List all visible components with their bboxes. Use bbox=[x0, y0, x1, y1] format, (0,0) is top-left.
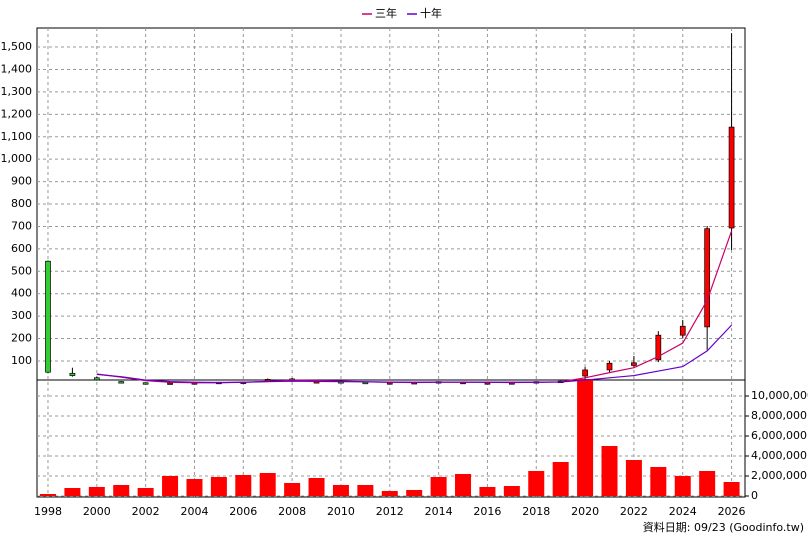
volume-bar bbox=[284, 483, 301, 496]
candle-body bbox=[484, 382, 491, 385]
volume-bar bbox=[503, 486, 520, 496]
x-tick-label: 2002 bbox=[132, 505, 160, 518]
x-tick-label: 2022 bbox=[620, 505, 648, 518]
volume-bar bbox=[381, 491, 398, 496]
volume-bar bbox=[210, 477, 227, 496]
x-tick-label: 2000 bbox=[83, 505, 111, 518]
volume-bar bbox=[577, 379, 594, 496]
y-tick-label: 200 bbox=[11, 332, 32, 345]
volume-bar bbox=[699, 471, 716, 496]
x-tick-label: 2016 bbox=[473, 505, 501, 518]
candle-body bbox=[582, 369, 588, 377]
x-tick-label: 2010 bbox=[327, 505, 355, 518]
volume-bar bbox=[430, 477, 447, 496]
x-tick-label: 2004 bbox=[180, 505, 208, 518]
candle-body bbox=[264, 379, 271, 382]
x-tick-label: 2014 bbox=[425, 505, 453, 518]
volume-bar bbox=[357, 485, 374, 496]
plot-frame bbox=[36, 27, 746, 498]
volume-bar bbox=[64, 488, 81, 496]
x-tick-label: 2026 bbox=[718, 505, 746, 518]
volume-bar bbox=[332, 485, 349, 496]
y2-tick-label: 10,000,000 bbox=[751, 389, 808, 402]
volume-bar bbox=[308, 478, 325, 496]
volume-bar bbox=[674, 476, 691, 496]
y-tick-label: 300 bbox=[11, 309, 32, 322]
candle-body bbox=[118, 381, 125, 384]
y2-tick-label: 6,000,000 bbox=[751, 429, 807, 442]
volume-bar bbox=[552, 462, 569, 496]
y-tick-label: 400 bbox=[11, 287, 32, 300]
volume-bar bbox=[235, 475, 252, 496]
volume-bar bbox=[723, 482, 740, 496]
volume-bar bbox=[39, 494, 56, 496]
candle-body bbox=[631, 362, 637, 366]
y2-tick-label: 8,000,000 bbox=[751, 409, 807, 422]
volume-bar bbox=[528, 471, 545, 496]
x-tick-label: 2006 bbox=[229, 505, 257, 518]
candle-body bbox=[704, 228, 711, 328]
y2-tick-label: 2,000,000 bbox=[751, 469, 807, 482]
y-tick-label: 500 bbox=[11, 264, 32, 277]
volume-bar bbox=[479, 487, 496, 496]
x-tick-label: 2018 bbox=[522, 505, 550, 518]
y-tick-label: 1,500 bbox=[1, 40, 33, 53]
x-tick-label: 1998 bbox=[34, 505, 62, 518]
candle-body bbox=[655, 334, 662, 361]
candle-body bbox=[69, 372, 76, 376]
y-tick-label: 1,400 bbox=[1, 62, 33, 75]
y-tick-label: 700 bbox=[11, 219, 32, 232]
legend-label: 三年 bbox=[375, 6, 397, 20]
candle-body bbox=[728, 126, 735, 229]
volume-bar bbox=[455, 474, 472, 496]
x-tick-label: 2020 bbox=[571, 505, 599, 518]
candle-body bbox=[679, 325, 686, 336]
candle-body bbox=[362, 381, 369, 385]
y-tick-label: 1,100 bbox=[1, 130, 33, 143]
y2-tick-label: 4,000,000 bbox=[751, 449, 807, 462]
y-tick-label: 600 bbox=[11, 242, 32, 255]
candle-body bbox=[606, 362, 613, 371]
x-tick-label: 2024 bbox=[669, 505, 697, 518]
volume-bar bbox=[601, 446, 618, 496]
x-tick-label: 2008 bbox=[278, 505, 306, 518]
x-tick-label: 2012 bbox=[376, 505, 404, 518]
footer: 資料日期: 09/23 (Goodinfo.tw) bbox=[643, 520, 804, 534]
volume-bar bbox=[186, 479, 203, 496]
volume-bar bbox=[162, 476, 179, 496]
y-tick-label: 1,000 bbox=[1, 152, 33, 165]
y-tick-label: 900 bbox=[11, 175, 32, 188]
volume-bar bbox=[406, 490, 423, 496]
candle-body bbox=[45, 260, 51, 373]
volume-bar bbox=[88, 487, 105, 496]
volume-bar bbox=[137, 488, 154, 496]
candle-body bbox=[142, 382, 149, 385]
legend: 三年 十年 bbox=[362, 6, 442, 20]
candle-body bbox=[167, 382, 173, 385]
ma-line bbox=[96, 324, 733, 384]
candle-body bbox=[386, 382, 393, 385]
volume-bar bbox=[259, 473, 276, 496]
y2-tick-label: 0 bbox=[751, 489, 758, 502]
volume-bar bbox=[625, 460, 642, 496]
volume-bar bbox=[650, 467, 667, 496]
volume-bar bbox=[113, 485, 130, 496]
y-tick-label: 800 bbox=[11, 197, 32, 210]
y-tick-label: 1,200 bbox=[1, 107, 33, 120]
legend-label: 十年 bbox=[420, 6, 442, 20]
y-tick-label: 1,300 bbox=[1, 85, 33, 98]
candle-body bbox=[93, 377, 100, 381]
y-tick-label: 100 bbox=[11, 354, 32, 367]
